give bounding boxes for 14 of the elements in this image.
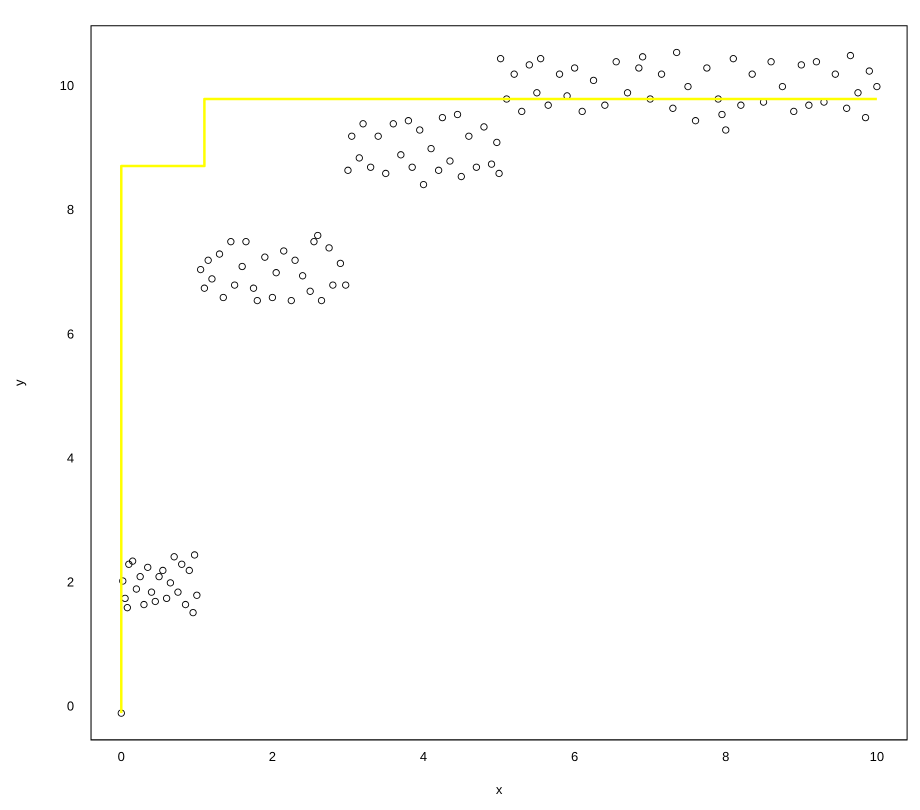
x-tick-label: 4 bbox=[420, 749, 428, 764]
y-tick-label: 4 bbox=[66, 450, 74, 466]
y-tick-label: 10 bbox=[60, 78, 74, 94]
x-tick-label: 8 bbox=[722, 749, 730, 764]
x-tick-label: 6 bbox=[571, 749, 578, 764]
y-tick-label: 6 bbox=[66, 326, 74, 342]
x-tick-label: 10 bbox=[870, 749, 884, 764]
y-tick-label: 8 bbox=[66, 202, 74, 218]
y-axis-title: y bbox=[11, 379, 26, 386]
x-tick-label: 0 bbox=[118, 749, 125, 764]
y-tick-label: 0 bbox=[66, 698, 74, 714]
x-tick-label: 2 bbox=[268, 749, 276, 764]
y-tick-label: 2 bbox=[66, 574, 74, 590]
x-axis-title: x bbox=[496, 782, 503, 797]
